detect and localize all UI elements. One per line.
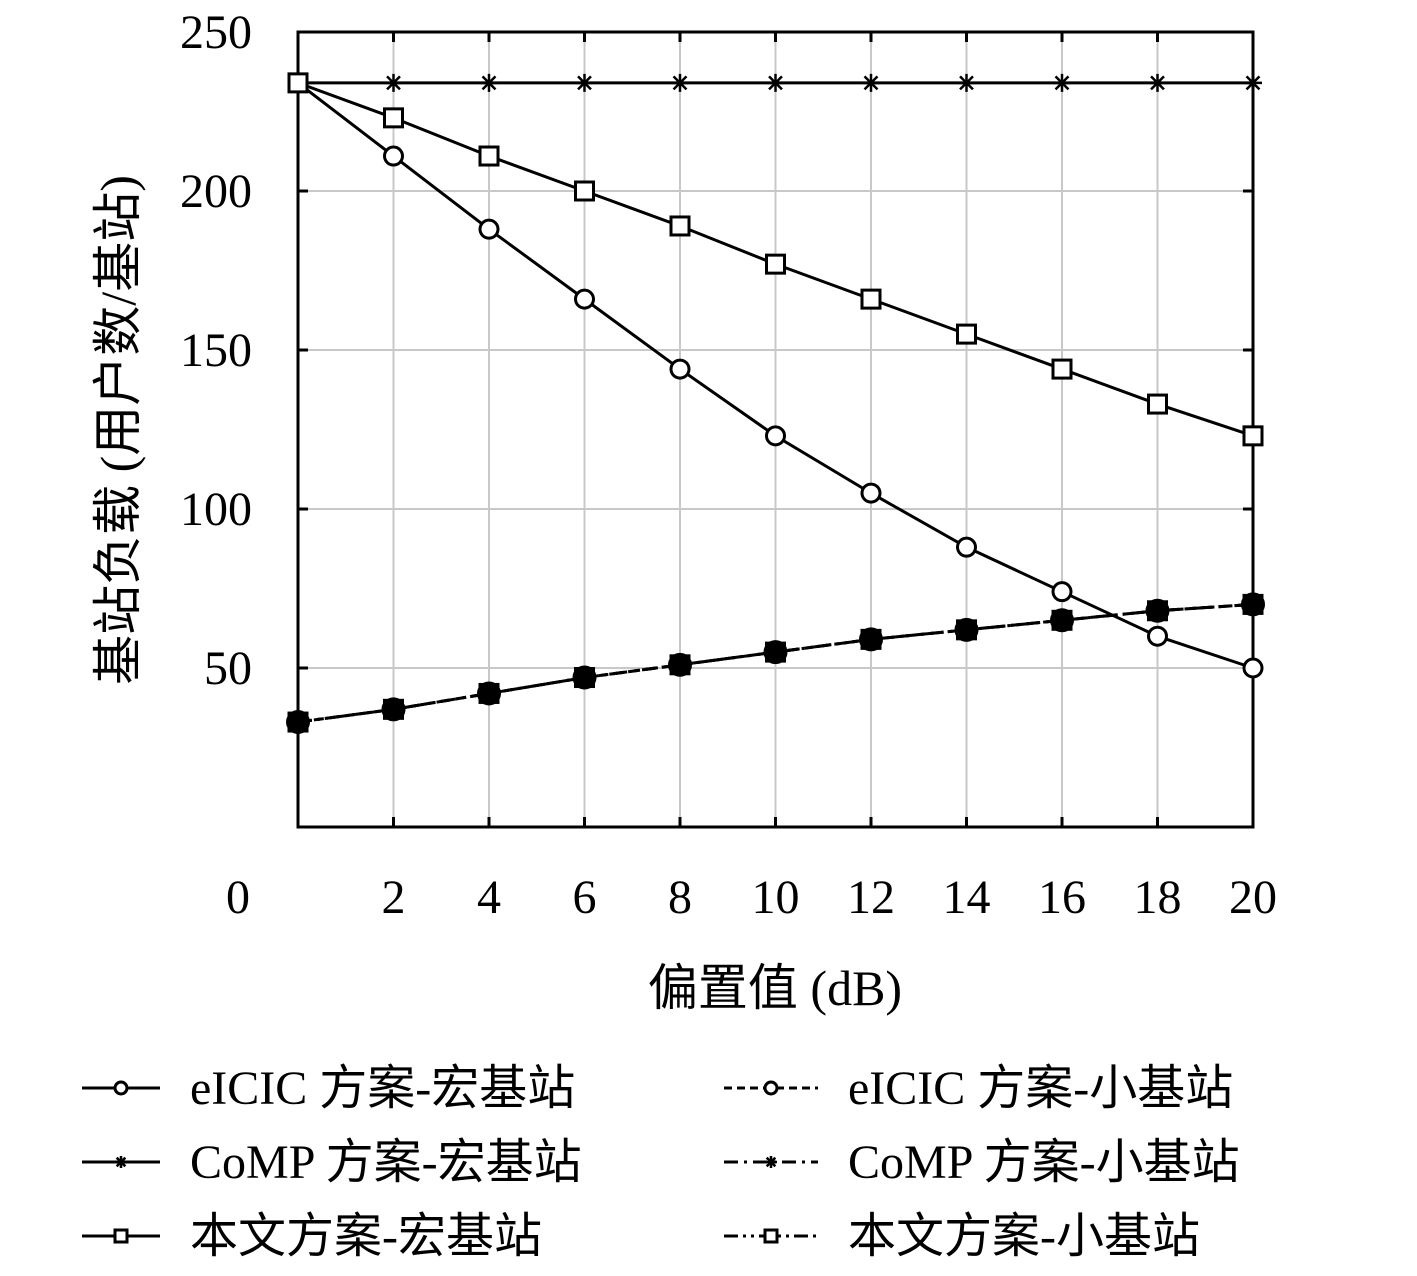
y-axis-label: 基站负载 (用户数/基站) (90, 175, 146, 685)
series-marker (383, 107, 404, 129)
series-marker (480, 73, 498, 92)
ticks-layer: 0 2 4 6 8 10 12 14 16 18 20 50 100 150 200 250 (180, 6, 1277, 924)
legend-entry: eICIC 方案-宏基站 (82, 1062, 575, 1115)
series-marker (1147, 393, 1168, 415)
series-marker (1147, 625, 1168, 647)
filled-circle-marker (1241, 592, 1265, 617)
series-marker (1051, 358, 1073, 380)
series-marker (478, 218, 500, 240)
legend-entry: 本文方案-宏基站 (82, 1210, 542, 1263)
series-marker (766, 73, 785, 92)
series-marker (765, 253, 786, 275)
x-tick-label: 12 (847, 871, 895, 924)
series-marker (574, 180, 595, 202)
legend-label: eICIC 方案-宏基站 (190, 1062, 575, 1115)
y-tick-label: 200 (180, 165, 252, 218)
legend-entry: 本文方案-小基站 (724, 1210, 1200, 1263)
legend-marker (113, 1080, 129, 1096)
series-marker (671, 73, 689, 92)
filled-circle-marker (859, 627, 883, 652)
series-marker (1051, 581, 1073, 603)
legend-entry: CoMP 方案-宏基站 (82, 1136, 582, 1189)
legend-marker (115, 1156, 127, 1168)
series-marker (860, 288, 882, 310)
legend-label: CoMP 方案-小基站 (848, 1136, 1240, 1189)
series-layer (286, 72, 1265, 735)
x-tick-label: 20 (1229, 871, 1277, 924)
y-tick-label: 100 (180, 483, 252, 536)
legend-marker (763, 1080, 779, 1096)
x-tick-label: 8 (668, 871, 692, 924)
series-marker (669, 215, 691, 237)
x-tick-label: 6 (573, 871, 597, 924)
series-marker (862, 73, 880, 92)
legend-label: 本文方案-小基站 (848, 1210, 1200, 1263)
series-marker (478, 145, 500, 167)
series-marker (287, 72, 309, 94)
x-tick-label: 16 (1038, 871, 1086, 924)
series-marker (1242, 657, 1264, 679)
x-tick-label: 2 (382, 871, 406, 924)
series-marker (383, 145, 404, 167)
filled-circle-marker (954, 617, 979, 642)
legend-label: 本文方案-宏基站 (190, 1210, 542, 1263)
y-tick-label: 250 (180, 6, 252, 59)
filled-circle-marker (477, 681, 501, 706)
y-tick-label: 150 (180, 324, 252, 377)
legend-marker (763, 1228, 779, 1244)
x-axis-label: 偏置值 (dB) (648, 960, 902, 1016)
x-tick-label: 18 (1134, 871, 1182, 924)
series-marker (575, 73, 594, 92)
series-marker (574, 288, 595, 310)
series-marker (765, 425, 786, 447)
series-marker (1053, 73, 1071, 92)
filled-circle-marker (1050, 608, 1074, 633)
y-tick-label: 50 (204, 642, 252, 695)
legend: eICIC 方案-宏基站 eICIC 方案-小基站 CoMP 方案-宏基站 CoMP … (82, 1062, 1240, 1263)
legend-marker (765, 1156, 777, 1168)
filled-circle-marker (1145, 598, 1170, 623)
series-marker (1148, 73, 1167, 92)
legend-label: eICIC 方案-小基站 (848, 1062, 1233, 1115)
series-marker (1242, 425, 1264, 447)
filled-circle-marker (572, 665, 597, 690)
series-marker (860, 482, 882, 504)
legend-label: CoMP 方案-宏基站 (190, 1136, 582, 1189)
filled-circle-marker (668, 652, 692, 677)
legend-entry: CoMP 方案-小基站 (724, 1136, 1240, 1189)
filled-circle-marker (381, 697, 406, 722)
legend-marker (113, 1228, 129, 1244)
series-marker (669, 358, 691, 380)
series-marker (1244, 73, 1262, 92)
series-marker (957, 73, 976, 92)
x-tick-label: 4 (477, 871, 501, 924)
series-marker (384, 73, 403, 92)
filled-circle-marker (763, 640, 788, 665)
filled-circle-marker (286, 710, 310, 735)
x-tick-label: 14 (943, 871, 991, 924)
x-tick-label: 10 (752, 871, 800, 924)
x-tick-label: 0 (226, 871, 250, 924)
series-marker (956, 536, 977, 558)
legend-entry: eICIC 方案-小基站 (724, 1062, 1233, 1115)
series-marker (956, 323, 977, 345)
